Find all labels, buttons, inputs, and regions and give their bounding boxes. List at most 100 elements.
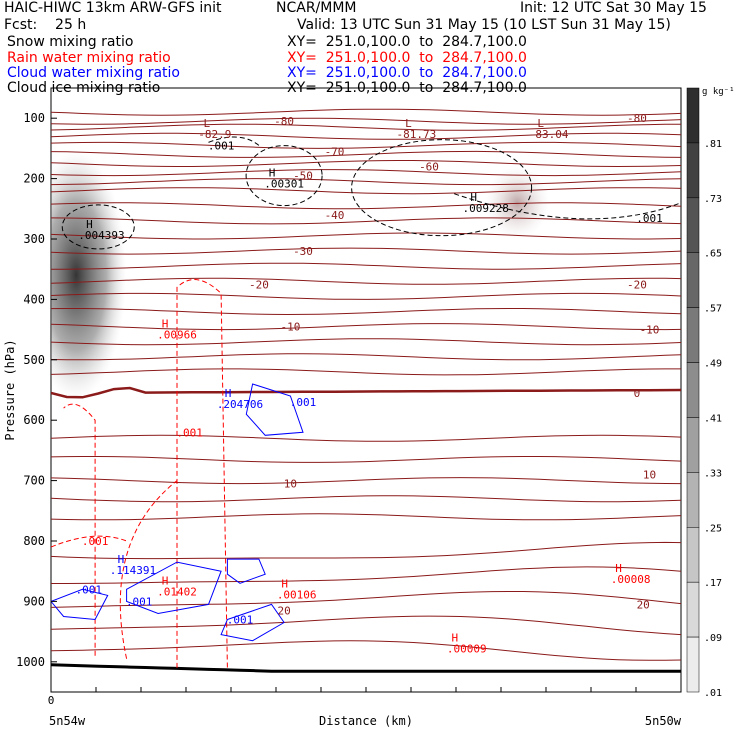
rain-contour bbox=[51, 535, 127, 548]
isotherm-label: -40 bbox=[325, 209, 345, 222]
freezing-level-line bbox=[51, 386, 681, 399]
cloud-water-max-value: .204706 bbox=[217, 398, 263, 411]
colorbar-tick-label: .73 bbox=[704, 194, 722, 205]
isotherm-line bbox=[51, 323, 681, 331]
isotherm-label: -80 bbox=[627, 112, 647, 125]
rain-max-value: .00966 bbox=[157, 329, 197, 342]
isotherm-line bbox=[51, 141, 681, 149]
temperature-low-marker: L bbox=[405, 117, 412, 130]
colorbar-segment bbox=[686, 87, 700, 144]
y-tick-label: 900 bbox=[23, 594, 45, 608]
cloud-ice-field-label: Cloud ice mixing ratio bbox=[7, 80, 161, 96]
colorbar-tick-label: .33 bbox=[704, 468, 722, 479]
rain-max-value: .01402 bbox=[157, 585, 197, 598]
colorbar-segment bbox=[686, 472, 700, 528]
cloud-water-contour bbox=[51, 588, 109, 621]
isotherm-line bbox=[51, 615, 681, 636]
isotherm-line bbox=[51, 456, 681, 463]
rain-max-value: .00009 bbox=[447, 643, 487, 656]
cloud-water-contour bbox=[126, 561, 222, 615]
rain-field-xy: XY= 251.0,100.0 to 284.7,100.0 bbox=[287, 50, 527, 66]
isotherm-label: -30 bbox=[293, 245, 313, 258]
cloud-water-max-value: .114391 bbox=[110, 564, 156, 577]
x-start-label: 5n54w bbox=[49, 714, 86, 728]
x-origin-tick-label: 0 bbox=[48, 694, 55, 707]
isotherm-line bbox=[51, 541, 681, 560]
isotherm-label: -10 bbox=[640, 324, 660, 337]
isotherm-line bbox=[51, 217, 681, 225]
x-axis-label: Distance (km) bbox=[319, 714, 413, 728]
colorbar-tick-label: .49 bbox=[704, 359, 722, 370]
y-tick-label: 1000 bbox=[16, 655, 45, 669]
colorbar-tick-label: .01 bbox=[704, 688, 722, 699]
rain-contour bbox=[63, 403, 96, 656]
cloud-water-contour-label: .001 bbox=[227, 614, 254, 627]
cloud-water-contour-label: .001 bbox=[290, 396, 317, 409]
valid-time: Valid: 13 UTC Sun 31 May 15 (10 LST Sun … bbox=[297, 17, 671, 33]
ice-max-marker: H bbox=[269, 167, 276, 180]
isotherm-line bbox=[51, 353, 681, 361]
isotherm-label: -50 bbox=[293, 170, 313, 183]
y-axis-label: Pressure (hPa) bbox=[3, 339, 17, 440]
model-title: HAIC-HIWC 13km ARW-GFS init bbox=[4, 0, 222, 16]
isotherm-line bbox=[51, 640, 681, 661]
isotherm-line bbox=[51, 150, 681, 158]
cloud-water-contour bbox=[226, 558, 266, 584]
temperature-low-marker: L bbox=[537, 117, 544, 130]
forecast-hour: Fcst: 25 h bbox=[4, 17, 87, 33]
terrain-line bbox=[51, 663, 681, 673]
isotherm-label: -20 bbox=[249, 278, 269, 291]
cloud-water-contour bbox=[220, 603, 285, 642]
rain-max-marker: H bbox=[615, 562, 622, 575]
colorbar-tick-label: .41 bbox=[704, 413, 722, 424]
ice-max-value: .009228 bbox=[463, 202, 509, 215]
temperature-low-value: -81.73 bbox=[397, 128, 437, 141]
isotherm-line bbox=[51, 513, 681, 521]
isotherm-line bbox=[51, 292, 681, 300]
chart-header: HAIC-HIWC 13km ARW-GFS init NCAR/MMM Ini… bbox=[0, 0, 740, 96]
colorbar-unit-label: g kg⁻¹ bbox=[702, 87, 735, 97]
cloud-water-field-label: Cloud water mixing ratio bbox=[7, 65, 180, 81]
y-tick-label: 300 bbox=[23, 232, 45, 246]
rain-max-marker: H bbox=[162, 574, 169, 587]
y-tick-label: 800 bbox=[23, 534, 45, 548]
ice-contour-label: .001 bbox=[208, 139, 235, 152]
colorbar-tick-label: .09 bbox=[704, 633, 722, 644]
colorbar-segment bbox=[686, 197, 700, 253]
isotherm-line bbox=[51, 277, 681, 285]
cloud-water-max-marker: H bbox=[118, 553, 125, 566]
colorbar-tick-label: .65 bbox=[704, 249, 722, 260]
rain-max-value: .00106 bbox=[277, 588, 317, 601]
isotherm-line bbox=[51, 434, 681, 442]
isotherm-line bbox=[51, 117, 681, 125]
isotherm-label: -60 bbox=[419, 161, 439, 174]
isotherm-line bbox=[51, 160, 681, 168]
isotherm-line bbox=[51, 108, 681, 116]
isotherm-label: 20 bbox=[637, 598, 650, 611]
isotherm-line bbox=[51, 262, 681, 270]
y-tick-label: 400 bbox=[23, 292, 45, 306]
colorbar-tick-label: .57 bbox=[704, 304, 722, 315]
ice-max-marker: H bbox=[470, 191, 477, 204]
rain-contour-label: .001 bbox=[176, 426, 203, 439]
rain-field-label: Rain water mixing ratio bbox=[7, 50, 171, 66]
isotherm-line bbox=[51, 169, 681, 177]
isotherm-line bbox=[51, 308, 681, 316]
isotherm-line bbox=[51, 566, 681, 584]
isotherm-label: -20 bbox=[627, 278, 647, 291]
isotherm-label: 10 bbox=[643, 469, 656, 482]
cloud-ice-field-xy: XY= 251.0,100.0 to 284.7,100.0 bbox=[287, 80, 527, 96]
ice-max-marker: H bbox=[86, 218, 93, 231]
snow-field-label: Snow mixing ratio bbox=[7, 34, 134, 50]
snow-field-xy: XY= 251.0,100.0 to 284.7,100.0 bbox=[287, 34, 527, 50]
colorbar-segment bbox=[686, 142, 700, 199]
colorbar-segment bbox=[686, 581, 700, 638]
ice-contour bbox=[61, 204, 135, 250]
isotherm-label: 20 bbox=[277, 604, 290, 617]
ice-contour bbox=[351, 139, 533, 237]
cloud-water-max-marker: H bbox=[225, 387, 232, 400]
cloud-water-contour-label: .001 bbox=[126, 595, 153, 608]
organization-label: NCAR/MMM bbox=[276, 0, 357, 16]
colorbar-segment bbox=[686, 362, 700, 418]
